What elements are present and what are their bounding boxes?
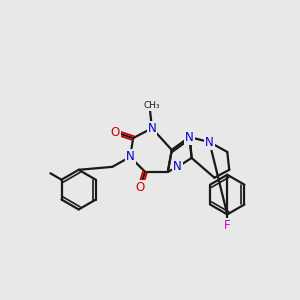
Text: F: F xyxy=(224,219,231,232)
Text: CH₃: CH₃ xyxy=(144,101,160,110)
Text: N: N xyxy=(126,150,135,164)
Text: O: O xyxy=(136,181,145,194)
Text: N: N xyxy=(173,160,182,173)
Text: O: O xyxy=(111,126,120,139)
Text: N: N xyxy=(205,136,214,148)
Text: N: N xyxy=(185,130,194,144)
Text: N: N xyxy=(148,122,156,135)
